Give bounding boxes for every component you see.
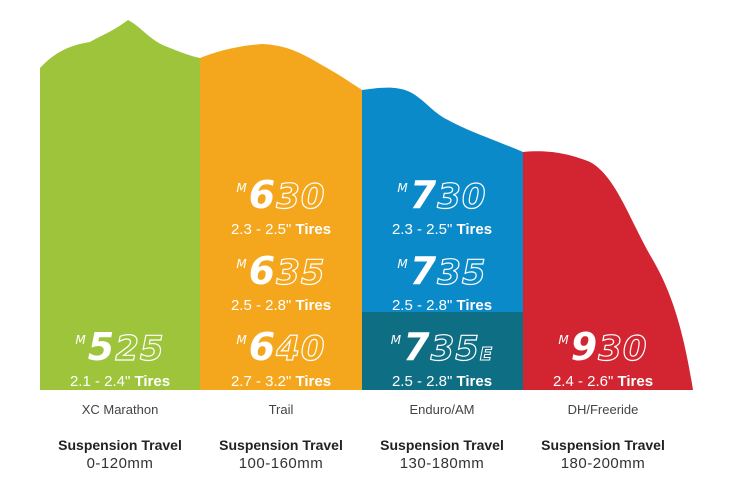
model-name: M640 (236, 325, 326, 369)
suspension-travel-value: 130-180mm (399, 455, 485, 472)
suspension-travel-label: Suspension Travel (541, 437, 665, 453)
tire-size: 2.7 - 3.2" Tires (230, 373, 332, 390)
category-name: Trail (268, 402, 294, 417)
model-m730: M730 2.3 - 2.5" Tires (362, 170, 522, 239)
suspension-travel-value: 180-200mm (560, 455, 646, 472)
tire-size: 2.5 - 2.8" Tires (230, 297, 332, 314)
tire-size: 2.3 - 2.5" Tires (230, 221, 332, 238)
suspension-travel-value: 100-160mm (238, 455, 324, 472)
xc-marathon-column (40, 20, 200, 390)
category-name: Enduro/AM (409, 402, 475, 417)
suspension-travel-label: Suspension Travel (219, 437, 343, 453)
category-xc-marathon: XC Marathon Suspension Travel 0-120mm (40, 402, 200, 472)
category-trail: Trail Suspension Travel 100-160mm (201, 402, 361, 472)
tire-size: 2.4 - 2.6" Tires (552, 373, 654, 390)
suspension-travel-value: 0-120mm (86, 455, 154, 472)
category-name: DH/Freeride (567, 402, 639, 417)
tire-size: 2.5 - 2.8" Tires (391, 297, 493, 314)
model-name: M930 (558, 325, 648, 369)
suspension-travel-label: Suspension Travel (380, 437, 504, 453)
trail-column (200, 44, 362, 390)
model-name: M735 (397, 249, 487, 293)
model-m735e: M735E 2.5 - 2.8" Tires (362, 322, 522, 391)
category-dh-freeride: DH/Freeride Suspension Travel 180-200mm (523, 402, 683, 472)
enduro-e-column (362, 312, 523, 390)
model-name: M730 (397, 173, 487, 217)
model-m525: M525 2.1 - 2.4" Tires (40, 322, 200, 391)
tire-size: 2.3 - 2.5" Tires (391, 221, 493, 238)
model-name: M525 (75, 325, 165, 369)
category-enduro-am: Enduro/AM Suspension Travel 130-180mm (362, 402, 522, 472)
enduro-column (362, 87, 523, 312)
suspension-travel-label: Suspension Travel (58, 437, 182, 453)
tire-size: 2.5 - 2.8" Tires (391, 373, 493, 390)
category-name: XC Marathon (81, 402, 159, 417)
model-m640: M640 2.7 - 3.2" Tires (201, 322, 361, 391)
mountain-chart (40, 20, 693, 390)
model-name: M735E (390, 325, 494, 369)
model-name: M635 (236, 249, 326, 293)
model-name: M630 (236, 173, 326, 217)
dh-freeride-column (523, 151, 693, 390)
model-m630: M630 2.3 - 2.5" Tires (201, 170, 361, 239)
tire-size: 2.1 - 2.4" Tires (69, 373, 171, 390)
model-m930: M930 2.4 - 2.6" Tires (523, 322, 683, 391)
model-m635: M635 2.5 - 2.8" Tires (201, 246, 361, 315)
model-m735: M735 2.5 - 2.8" Tires (362, 246, 522, 315)
